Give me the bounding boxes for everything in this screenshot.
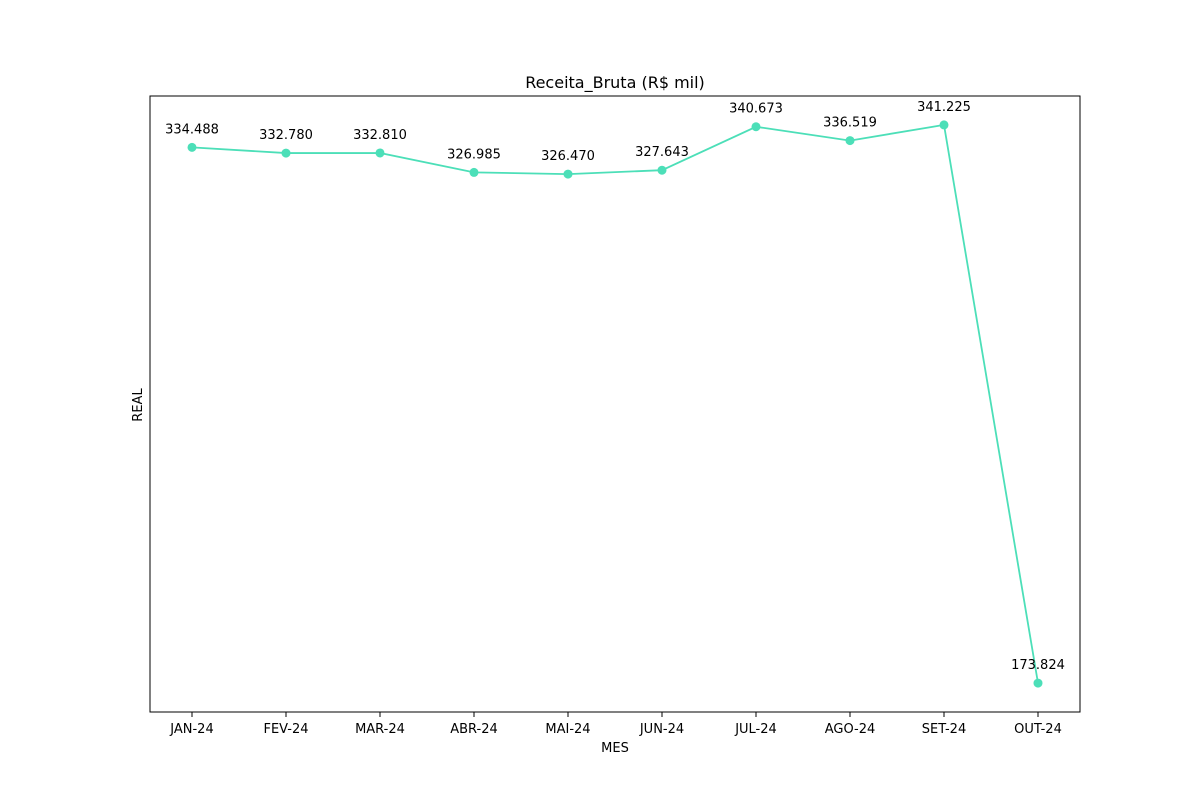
x-tick-label: FEV-24 [263, 722, 308, 737]
data-point [469, 167, 479, 177]
data-point [751, 122, 761, 132]
x-tick-label: MAR-24 [355, 722, 405, 737]
data-label: 332.810 [353, 128, 407, 143]
x-tick-label: JAN-24 [169, 722, 213, 737]
plot-area [149, 95, 1081, 713]
x-tick-label: ABR-24 [450, 722, 498, 737]
x-axis-label: MES [601, 741, 629, 756]
data-label: 334.488 [165, 122, 219, 137]
data-point [845, 136, 855, 146]
series-line [191, 123, 1039, 684]
data-point [187, 142, 197, 152]
data-labels: 334.488 332.780 332.810 326.985 326.470 327.6… [165, 100, 1065, 673]
data-label: 327.643 [635, 145, 689, 160]
data-label: 173.824 [1011, 658, 1065, 673]
chart-title: Receita_Bruta (R$ mil) [525, 73, 705, 93]
data-label: 340.673 [729, 102, 783, 117]
data-label: 326.985 [447, 147, 501, 162]
data-label: 326.470 [541, 149, 595, 164]
series-markers [187, 120, 1043, 688]
x-tick-label: OUT-24 [1014, 722, 1062, 737]
data-point [375, 148, 385, 158]
x-tick-label: MAI-24 [545, 722, 590, 737]
data-point [657, 165, 667, 175]
data-point [563, 169, 573, 179]
x-tick-label: AGO-24 [825, 722, 876, 737]
data-point [281, 148, 291, 158]
x-tick-label: JUL-24 [734, 722, 777, 737]
data-label: 332.780 [259, 128, 313, 143]
data-label: 341.225 [917, 100, 971, 115]
data-point [939, 120, 949, 130]
x-tick-label: SET-24 [922, 722, 966, 737]
data-label: 336.519 [823, 116, 877, 131]
y-axis-label: REAL [131, 388, 146, 422]
x-tick-label: JUN-24 [639, 722, 684, 737]
x-axis-ticks: JAN-24 FEV-24 MAR-24 ABR-24 MAI-24 JUN-24 JUL-… [169, 712, 1062, 737]
data-point [1033, 678, 1043, 688]
